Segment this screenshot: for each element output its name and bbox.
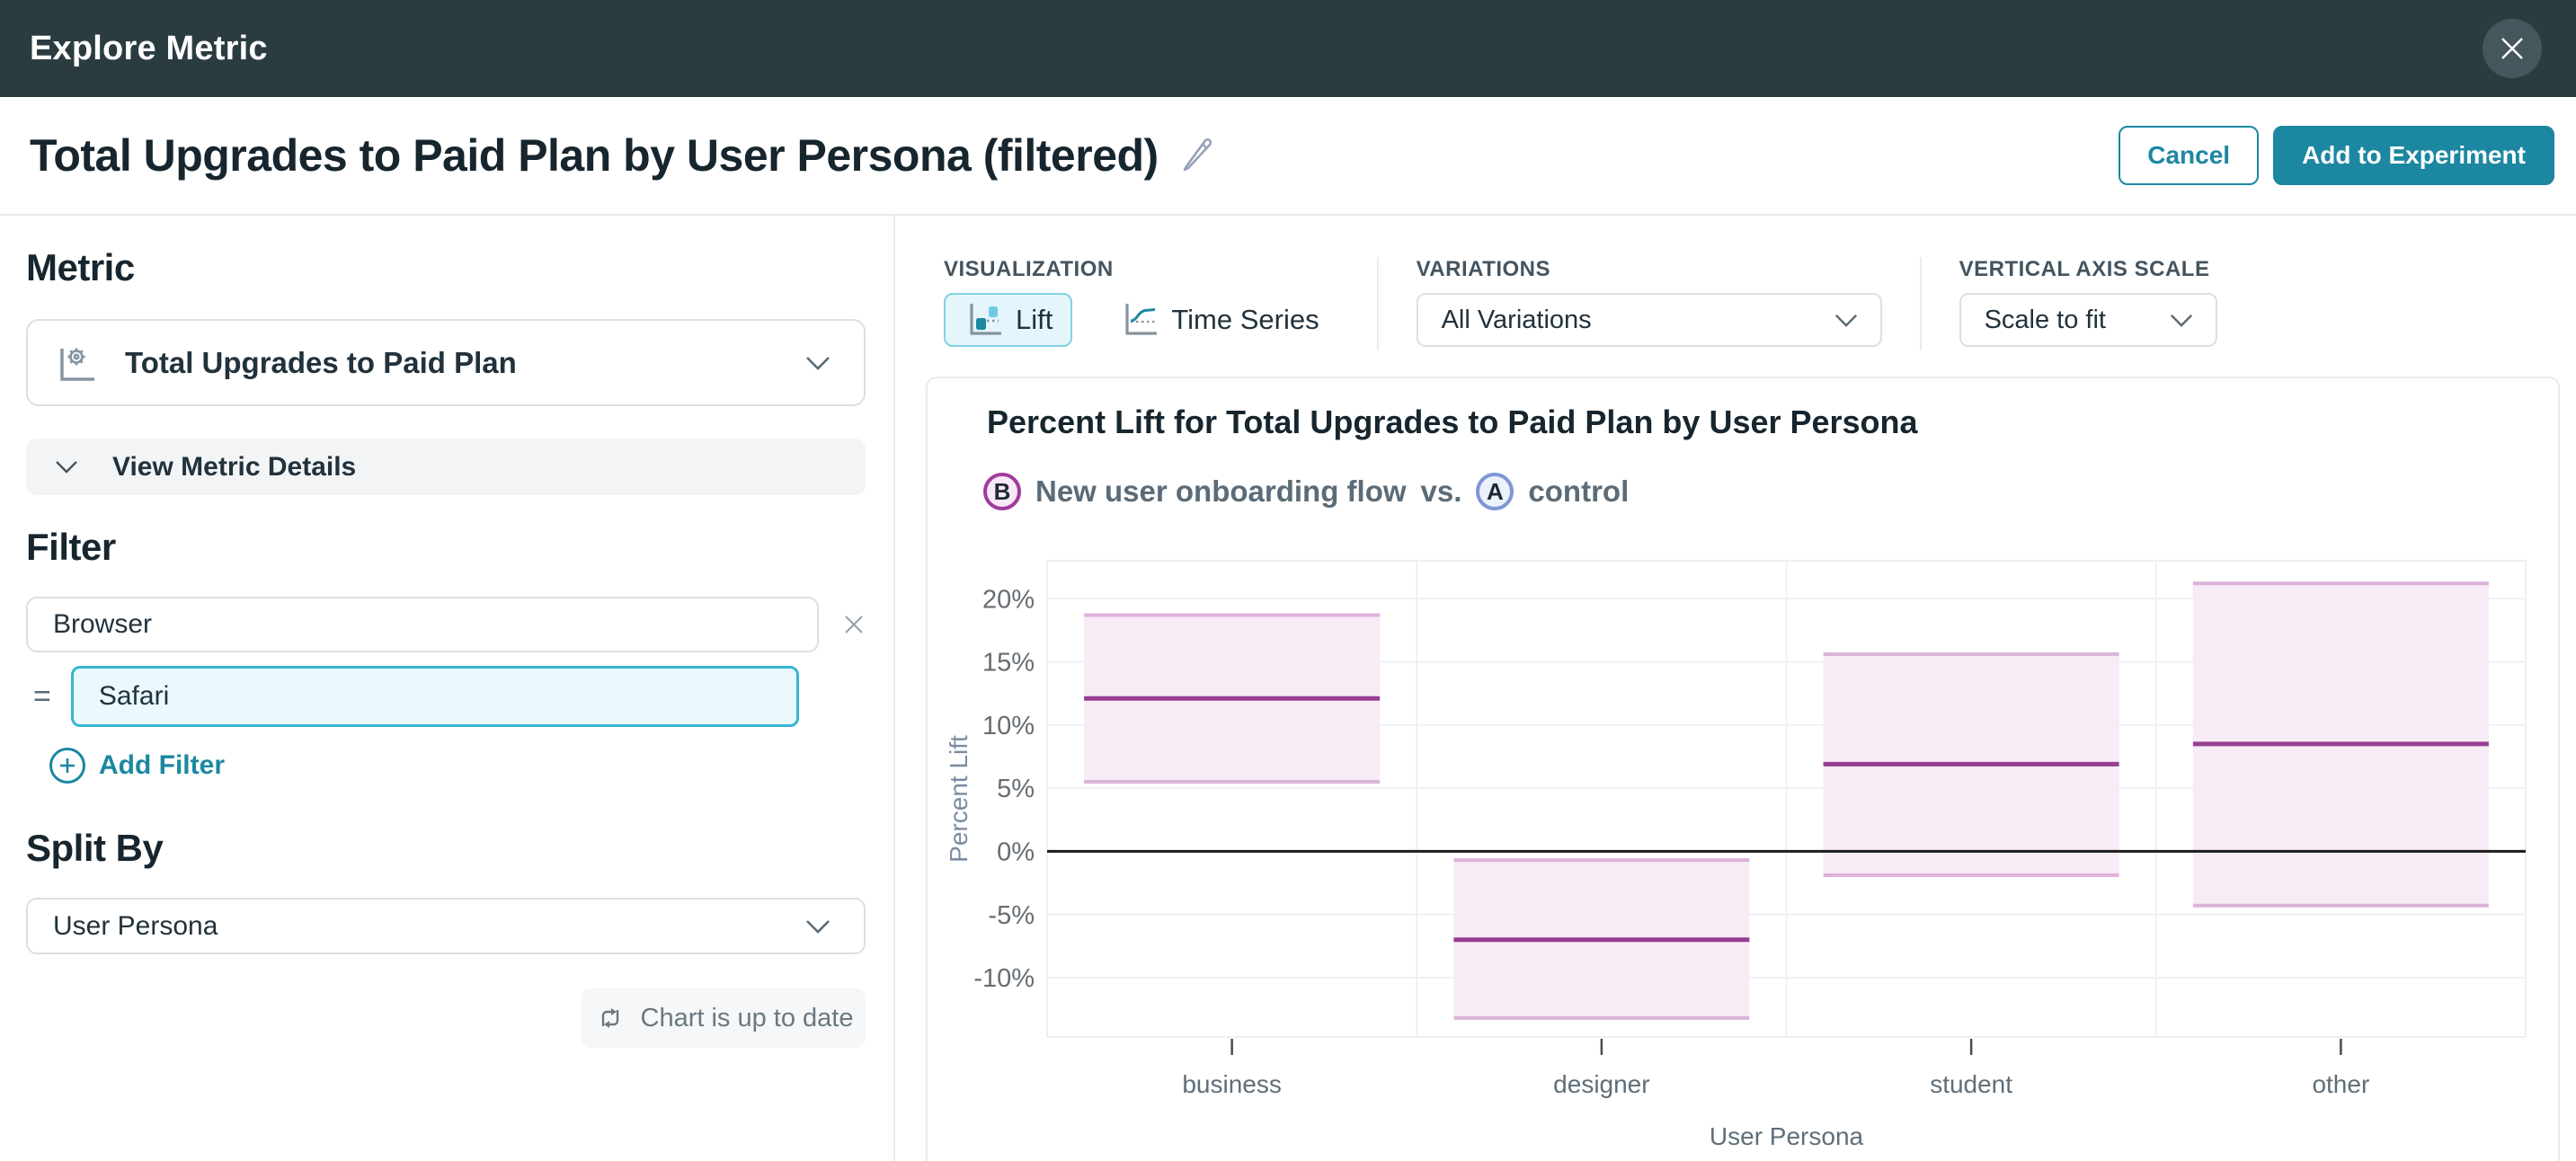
variation-b-badge: B xyxy=(983,473,1021,510)
split-by-heading: Split By xyxy=(26,827,164,869)
lift-view-label: Lift xyxy=(1016,304,1053,335)
modal-header: Explore Metric xyxy=(0,0,2576,97)
modal-title: Explore Metric xyxy=(30,29,268,67)
x-category-label: student xyxy=(1930,1070,2012,1098)
x-category-label: designer xyxy=(1553,1070,1649,1098)
vertical-axis-scale-label: VERTICAL AXIS SCALE xyxy=(1959,257,2210,281)
metric-section-heading: Metric xyxy=(26,246,135,288)
y-tick-label: 0% xyxy=(997,838,1035,866)
ci-bar-business xyxy=(1084,613,1381,784)
lift-chart-icon xyxy=(970,304,1001,335)
axis-scale-value: Scale to fit xyxy=(1984,305,2106,334)
view-metric-details-toggle[interactable]: View Metric Details xyxy=(26,439,866,495)
toolbar-divider xyxy=(1376,257,1379,350)
variation-b-name: New user onboarding flow xyxy=(1035,474,1407,508)
chart-card: Percent Lift for Total Upgrades to Paid … xyxy=(926,377,2560,1161)
axis-scale-group: VERTICAL AXIS SCALE Scale to fit xyxy=(1959,257,2217,347)
chevron-down-icon xyxy=(806,356,830,370)
pencil-icon[interactable] xyxy=(1178,137,1216,174)
metric-select-value: Total Upgrades to Paid Plan xyxy=(125,345,517,379)
x-category-label: business xyxy=(1182,1070,1282,1098)
ci-bar-designer xyxy=(1453,858,1750,1020)
chart-title: Percent Lift for Total Upgrades to Paid … xyxy=(987,403,1918,440)
split-by-value: User Persona xyxy=(53,910,218,941)
metric-gear-axes-icon xyxy=(60,348,94,381)
add-filter-label: Add Filter xyxy=(99,750,225,780)
add-to-experiment-button[interactable]: Add to Experiment xyxy=(2273,126,2554,185)
variations-select[interactable]: All Variations xyxy=(1416,293,1882,347)
visualization-label: VISUALIZATION xyxy=(944,257,1114,281)
ci-bar-student xyxy=(1823,652,2119,878)
filter-value-row: = Safari xyxy=(26,666,866,727)
y-tick-label: 20% xyxy=(982,585,1035,614)
y-tick-label: -5% xyxy=(988,901,1035,930)
y-tick-label: 15% xyxy=(982,649,1035,678)
x-axis-title: User Persona xyxy=(1710,1122,1864,1150)
metric-select[interactable]: Total Upgrades to Paid Plan xyxy=(26,319,866,406)
cancel-button[interactable]: Cancel xyxy=(2119,126,2260,185)
y-tick-label: 5% xyxy=(997,775,1035,803)
filter-field-row: Browser xyxy=(26,597,866,652)
filter-value-input[interactable]: Safari xyxy=(70,666,799,727)
chevron-down-icon xyxy=(1834,314,1857,327)
chart-legend: B New user onboarding flow vs. A control xyxy=(983,473,1629,510)
view-metric-details-label: View Metric Details xyxy=(112,451,357,482)
chart-toolbar: VISUALIZATION Lift xyxy=(895,216,2576,376)
time-series-view-label: Time Series xyxy=(1171,304,1319,335)
sync-arrows-icon xyxy=(601,1008,618,1028)
variations-group: VARIATIONS All Variations xyxy=(1416,257,1882,347)
remove-filter-icon[interactable] xyxy=(842,613,866,636)
y-tick-label: -10% xyxy=(973,964,1035,993)
chevron-down-icon xyxy=(806,919,830,934)
config-panel: Metric Total Upgrades to Paid Plan xyxy=(0,216,895,1161)
chart-status-chip: Chart is up to date xyxy=(582,988,866,1048)
y-axis-title: Percent Lift xyxy=(945,735,973,863)
title-bar: Total Upgrades to Paid Plan by User Pers… xyxy=(0,97,2576,216)
split-by-select[interactable]: User Persona xyxy=(26,898,866,954)
chart-status-label: Chart is up to date xyxy=(640,1003,854,1032)
ci-bar-other xyxy=(2192,581,2489,908)
lift-chart: 20% 15% 10% 5% 0% -5% -10% business designer stud… xyxy=(945,560,2527,1150)
chevron-down-icon xyxy=(56,460,77,474)
chart-panel: VISUALIZATION Lift xyxy=(895,216,2576,1161)
filter-field-select[interactable]: Browser xyxy=(26,597,819,652)
filter-section-heading: Filter xyxy=(26,526,116,568)
variation-a-name: control xyxy=(1528,474,1630,508)
variations-value: All Variations xyxy=(1441,305,1592,334)
visualization-group: VISUALIZATION Lift xyxy=(944,257,1339,347)
lift-view-button[interactable]: Lift xyxy=(944,293,1073,347)
page-title: Total Upgrades to Paid Plan by User Pers… xyxy=(30,130,1159,181)
time-series-view-button[interactable]: Time Series xyxy=(1099,293,1338,347)
axis-scale-select[interactable]: Scale to fit xyxy=(1959,293,2217,347)
variations-label: VARIATIONS xyxy=(1416,257,1551,281)
y-tick-label: 10% xyxy=(982,712,1035,740)
plus-circle-icon xyxy=(49,748,85,784)
filter-operator: = xyxy=(33,678,51,713)
close-button[interactable] xyxy=(2483,19,2542,78)
toolbar-divider xyxy=(1919,257,1922,350)
add-filter-button[interactable]: Add Filter xyxy=(26,748,225,784)
close-icon xyxy=(2501,38,2523,59)
line-chart-icon xyxy=(1125,304,1158,335)
chevron-down-icon xyxy=(2170,314,2192,327)
variation-a-badge: A xyxy=(1476,473,1515,510)
legend-vs: vs. xyxy=(1420,474,1462,508)
x-category-label: other xyxy=(2312,1070,2369,1098)
